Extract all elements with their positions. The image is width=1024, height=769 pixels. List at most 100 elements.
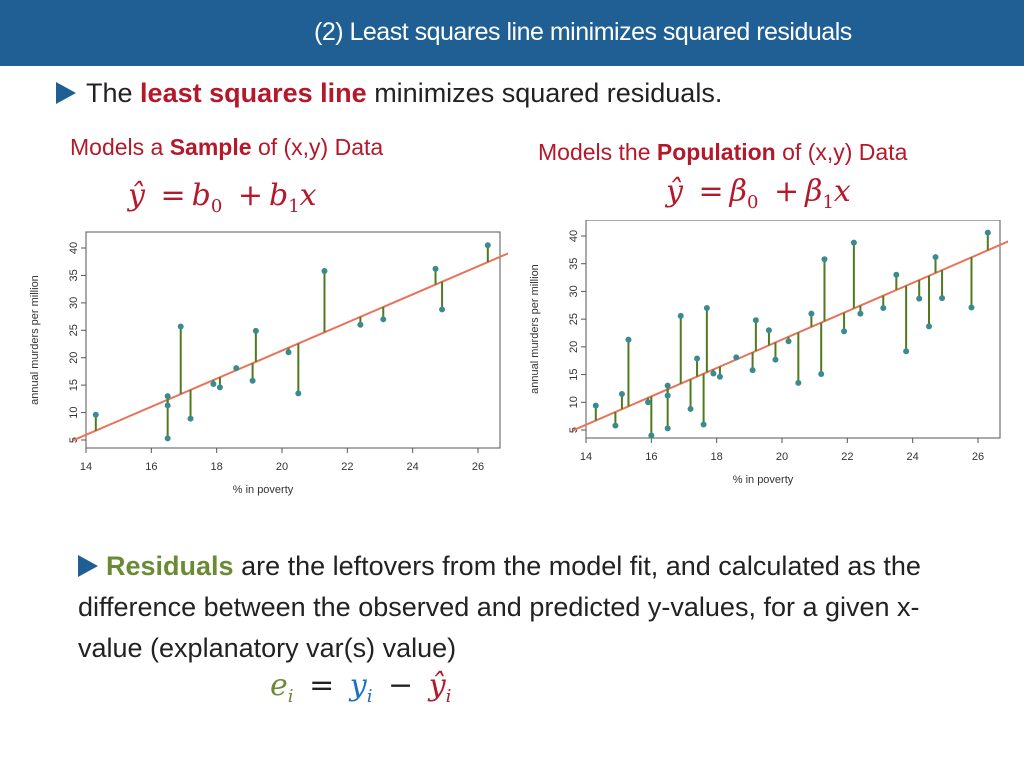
x-tick-label: 24 <box>907 451 919 463</box>
data-point <box>612 422 619 429</box>
slide-title: (2) Least squares line minimizes squared… <box>314 18 852 46</box>
x-tick-label: 24 <box>407 461 419 473</box>
bullet1-suffix: minimizes squared residuals. <box>374 78 723 108</box>
population-sub0: 0 <box>746 192 759 213</box>
data-point <box>700 421 707 428</box>
data-point <box>968 304 975 311</box>
sample-yhat: ŷ <box>128 178 145 213</box>
eq-minus: − <box>388 668 414 703</box>
data-point <box>818 371 825 378</box>
data-point <box>677 312 684 319</box>
x-tick-label: 16 <box>145 461 157 473</box>
x-axis-label: % in poverty <box>733 474 794 486</box>
sample-formula: ŷ = b0 + b1x <box>128 178 317 217</box>
population-formula: ŷ = β0 + β1x <box>666 174 851 213</box>
data-point <box>710 370 717 377</box>
data-point <box>932 254 939 261</box>
data-point <box>285 349 292 356</box>
data-point <box>808 310 815 317</box>
x-tick-label: 26 <box>472 461 484 473</box>
data-point <box>618 390 625 397</box>
data-point <box>926 323 932 330</box>
data-point <box>664 392 671 399</box>
x-tick-label: 18 <box>211 461 223 473</box>
data-point <box>252 327 259 334</box>
sample-sub1: 1 <box>288 196 300 217</box>
y-tick-label: 15 <box>568 368 580 380</box>
data-point <box>164 402 171 409</box>
plot-frame <box>85 231 501 449</box>
slide-header: (2) Least squares line minimizes squared… <box>0 0 1024 66</box>
y-tick-label: 30 <box>68 297 80 309</box>
data-point <box>749 367 756 374</box>
sample-sub0: 0 <box>210 196 223 217</box>
x-axis-label: % in poverty <box>233 484 294 496</box>
y-tick-label: 25 <box>568 313 580 325</box>
residuals-term: Residuals <box>106 551 234 581</box>
population-yhat: ŷ <box>666 174 683 209</box>
data-point <box>592 402 599 409</box>
x-tick-label: 26 <box>972 451 984 463</box>
data-point <box>484 242 491 249</box>
data-point <box>439 306 446 313</box>
data-point <box>893 271 900 278</box>
x-tick-label: 20 <box>276 461 288 473</box>
data-point <box>357 321 364 328</box>
data-point <box>694 355 701 362</box>
bullet-triangle-icon <box>56 81 76 104</box>
bullet-triangle-icon <box>78 554 98 577</box>
plot-frame <box>585 220 1001 439</box>
data-point <box>295 390 302 397</box>
population-scatter-plot: 14161820222426510152025303540% in povert… <box>529 220 1008 486</box>
population-caption-bold: Population <box>656 139 776 165</box>
data-point <box>752 317 759 324</box>
data-point <box>916 295 923 302</box>
bullet1-highlight: least squares line <box>140 78 367 108</box>
data-point <box>648 432 655 439</box>
data-point <box>703 305 710 312</box>
x-tick-label: 20 <box>776 451 788 463</box>
data-point <box>821 256 828 263</box>
y-tick-label: 40 <box>568 230 580 242</box>
y-tick-label: 20 <box>68 352 80 364</box>
population-x: x <box>833 174 851 209</box>
data-point <box>210 381 217 388</box>
y-axis-label: annual murders per million <box>529 264 541 394</box>
data-point <box>187 415 194 422</box>
x-tick-label: 16 <box>645 451 657 463</box>
population-beta0: β <box>729 174 747 209</box>
y-tick-label: 35 <box>568 258 580 270</box>
data-point <box>664 425 671 432</box>
x-tick-label: 22 <box>841 451 853 463</box>
y-tick-label: 10 <box>68 406 80 418</box>
data-point <box>785 338 792 345</box>
y-tick-label: 20 <box>568 341 580 353</box>
sample-plus: + <box>237 178 263 213</box>
population-caption: Models the Population of (x,y) Data <box>538 139 907 166</box>
bullet-residuals: Residuals are the leftovers from the mod… <box>78 546 978 669</box>
data-point <box>216 384 223 391</box>
sample-caption: Models a Sample of (x,y) Data <box>70 134 383 161</box>
data-point <box>687 405 694 412</box>
sample-caption-pre: Models a <box>70 134 164 160</box>
y-axis-label: annual murders per million <box>29 275 41 405</box>
data-point <box>645 399 652 406</box>
data-point <box>850 239 857 246</box>
sample-b1: b <box>269 178 289 213</box>
data-point <box>772 356 779 363</box>
population-beta1: β <box>805 174 823 209</box>
y-tick-label: 10 <box>568 396 580 408</box>
data-point <box>903 348 910 355</box>
y-tick-label: 30 <box>568 285 580 297</box>
data-point <box>432 265 439 272</box>
data-point <box>733 354 740 361</box>
data-point <box>939 295 946 302</box>
sample-x: x <box>299 178 317 213</box>
data-point <box>664 382 671 389</box>
y-tick-label: 15 <box>68 379 80 391</box>
sample-b0: b <box>191 178 211 213</box>
sample-scatter-plot: 14161820222426510152025303540% in povert… <box>29 231 508 496</box>
eq-e: e <box>270 668 288 703</box>
data-point <box>177 323 184 330</box>
y-tick-label: 40 <box>68 242 80 254</box>
